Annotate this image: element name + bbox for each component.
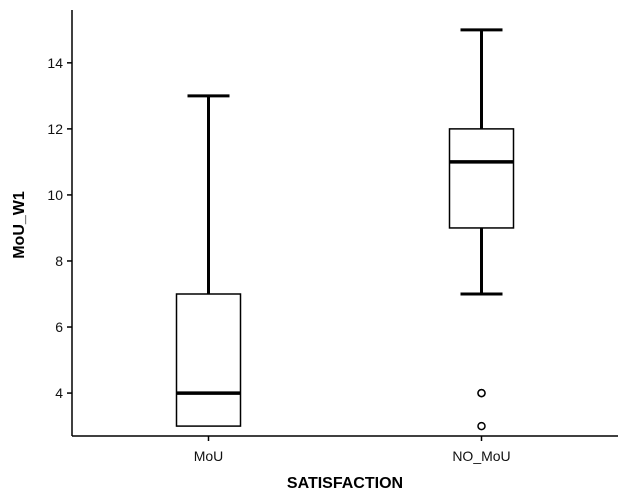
box-iqr	[448, 128, 515, 229]
outlier-point	[477, 421, 486, 431]
x-tick-label: NO_MoU	[452, 448, 510, 464]
y-axis-title: MoU_W1	[11, 191, 28, 259]
y-axis-ticks: 4 6 8 10 12 14	[47, 55, 72, 401]
y-tick-label: 4	[55, 385, 63, 401]
y-tick-label: 10	[47, 187, 63, 203]
outlier-point	[477, 388, 486, 398]
y-tick-label: 6	[55, 319, 63, 335]
y-tick-label: 12	[47, 121, 63, 137]
x-tick-label: MoU	[194, 448, 224, 464]
box-iqr	[175, 293, 242, 427]
box-group	[175, 28, 515, 431]
y-tick-label: 14	[47, 55, 63, 71]
y-tick-label: 8	[55, 253, 63, 269]
x-axis-ticks: MoU NO_MoU	[194, 436, 511, 464]
x-axis-title: SATISFACTION	[287, 475, 403, 492]
